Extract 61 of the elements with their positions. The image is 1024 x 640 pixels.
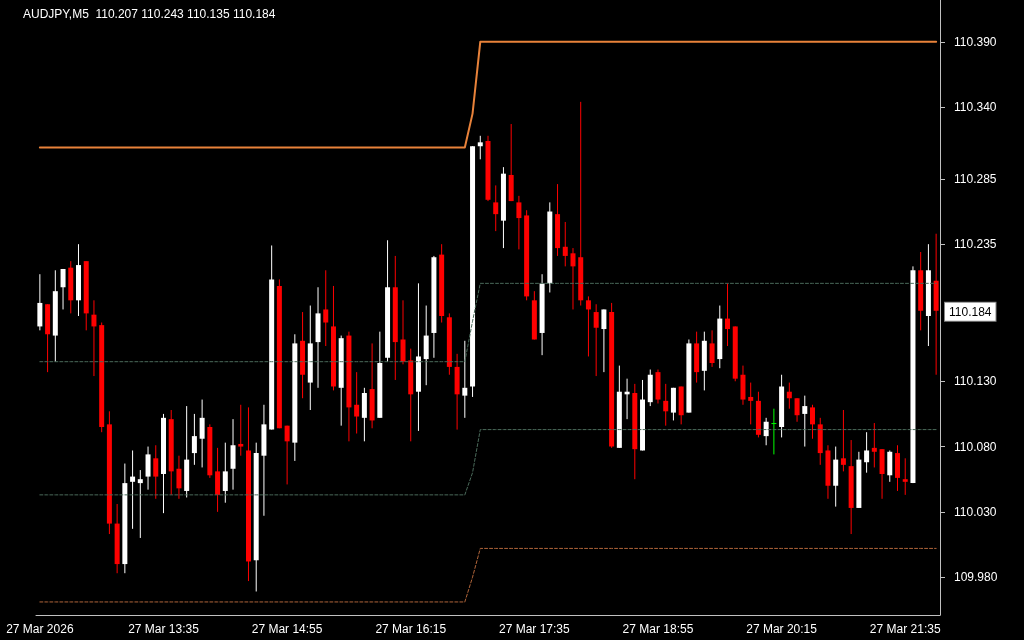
candlestick (562, 221, 568, 267)
candlestick (230, 418, 236, 491)
candlestick (137, 469, 143, 539)
y-tick-label: 110.285 (954, 171, 997, 186)
candlestick (323, 269, 329, 347)
y-tick-label: 110.030 (954, 504, 997, 519)
text: 110.184 (949, 304, 992, 319)
candlestick (585, 295, 591, 357)
candlestick (37, 273, 43, 331)
candlestick (462, 340, 468, 419)
candlestick (570, 247, 576, 310)
candlestick (794, 397, 800, 423)
candlestick (222, 442, 228, 504)
candlestick (215, 447, 221, 513)
x-tick-label: 27 Mar 13:35 (128, 622, 200, 636)
candlestick (493, 184, 499, 232)
candlestick (887, 449, 893, 483)
candlestick (400, 299, 406, 365)
candlestick (902, 457, 908, 496)
x-tick-label: 27 Mar 16:15 (375, 622, 447, 636)
candlestick (601, 308, 607, 373)
y-tick-label: 110.390 (954, 34, 997, 49)
x-tick-label: 27 Mar 21:35 (869, 622, 941, 636)
candlestick (810, 404, 816, 440)
candlestick (354, 371, 360, 434)
x-tick-label: 27 Mar 17:35 (499, 622, 571, 636)
x-tick-label: 27 Mar 20:15 (746, 622, 818, 636)
candlestick (130, 449, 136, 530)
candlestick (91, 299, 97, 377)
candlestick (153, 444, 159, 500)
candlestick (871, 422, 877, 468)
x-tick-label: 27 Mar 2026 (6, 622, 74, 636)
candlestick (191, 413, 197, 466)
candlestick (176, 455, 182, 500)
candlestick (238, 404, 244, 457)
candlestick (802, 395, 808, 448)
candlestick (477, 135, 483, 160)
y-tick-label: 110.340 (954, 100, 997, 115)
candlestick (840, 409, 846, 472)
candlestick (709, 329, 715, 368)
text: AUDJPY,M5 110.207 110.243 110.135 110.184 (23, 7, 276, 21)
candlestick (145, 446, 151, 491)
candlestick (725, 282, 731, 347)
y-tick-label: 109.980 (954, 570, 998, 585)
candlestick (284, 425, 290, 485)
candlestick (763, 417, 769, 446)
x-tick-label: 27 Mar 14:55 (251, 622, 323, 636)
candlestick (771, 408, 777, 455)
candlestick (423, 305, 429, 386)
y-tick-label: 110.080 (954, 439, 997, 454)
x-tick-label: 27 Mar 18:55 (622, 622, 694, 636)
candlestick (786, 382, 792, 410)
candlestick (748, 382, 754, 425)
y-tick-label: 110.235 (954, 237, 997, 252)
candlestick (516, 195, 522, 250)
y-tick-label: 110.130 (954, 374, 997, 389)
candlestick (593, 303, 599, 377)
candlestick (199, 399, 205, 468)
candlestick (864, 431, 870, 474)
candlestick (60, 268, 66, 310)
candlestick (663, 383, 669, 427)
